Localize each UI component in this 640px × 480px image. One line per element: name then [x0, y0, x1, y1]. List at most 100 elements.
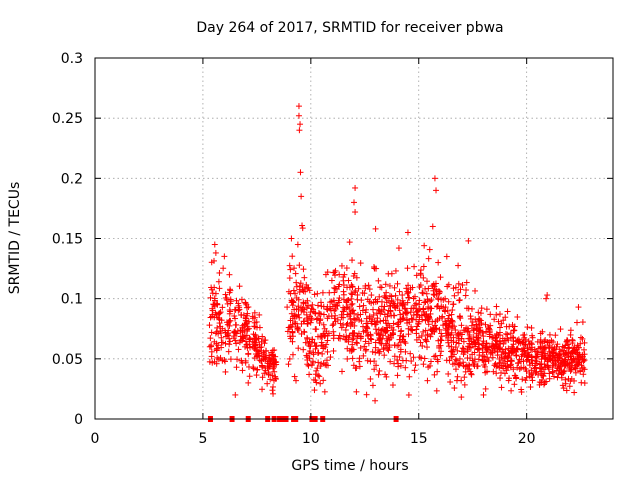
- data-point: [310, 359, 317, 366]
- data-point: [380, 344, 387, 351]
- data-point: [455, 280, 462, 287]
- data-point: [431, 371, 438, 378]
- data-point: [435, 337, 442, 344]
- data-point: [340, 333, 347, 340]
- data-point: [249, 315, 256, 322]
- data-point: [364, 357, 371, 364]
- data-point: [259, 374, 266, 381]
- data-point-notable: [431, 175, 438, 182]
- data-point: [351, 310, 358, 317]
- data-point: [369, 382, 376, 389]
- data-point: [376, 307, 383, 314]
- data-point: [329, 322, 336, 329]
- data-point: [496, 311, 503, 318]
- data-point: [344, 304, 351, 311]
- data-point: [243, 304, 250, 311]
- data-point: [528, 324, 535, 331]
- data-point: [438, 330, 445, 337]
- data-point: [388, 334, 395, 341]
- data-point: [364, 296, 371, 303]
- data-point: [574, 342, 581, 349]
- data-point: [342, 327, 349, 334]
- data-point: [450, 351, 457, 358]
- data-point: [472, 287, 479, 294]
- data-point: [414, 323, 421, 330]
- data-point: [210, 257, 217, 264]
- data-point: [317, 380, 324, 387]
- data-point: [491, 362, 498, 369]
- data-point: [312, 326, 319, 333]
- data-point: [572, 362, 579, 369]
- data-point: [405, 325, 412, 332]
- data-point: [555, 370, 562, 377]
- data-point: [330, 347, 337, 354]
- data-point: [348, 301, 355, 308]
- data-point: [314, 365, 321, 372]
- x-tick-label: 20: [518, 431, 536, 447]
- data-point: [320, 360, 327, 367]
- data-point-notable: [404, 229, 411, 236]
- data-point: [483, 368, 490, 375]
- data-point: [340, 282, 347, 289]
- data-point: [377, 318, 384, 325]
- data-point: [445, 370, 452, 377]
- data-point: [492, 337, 499, 344]
- data-point: [532, 369, 539, 376]
- data-point: [431, 322, 438, 329]
- data-point: [576, 359, 583, 366]
- data-point: [324, 348, 331, 355]
- data-point: [224, 321, 231, 328]
- data-point: [404, 309, 411, 316]
- data-point: [375, 371, 382, 378]
- data-point: [538, 361, 545, 368]
- data-point: [448, 347, 455, 354]
- data-point: [373, 362, 380, 369]
- data-point: [404, 288, 411, 295]
- data-point: [374, 298, 381, 305]
- data-point: [514, 364, 521, 371]
- data-point: [506, 375, 513, 382]
- data-point: [487, 322, 494, 329]
- data-point: [363, 346, 370, 353]
- data-point: [321, 332, 328, 339]
- data-point: [402, 340, 409, 347]
- data-point: [453, 377, 460, 384]
- data-point: [473, 325, 480, 332]
- data-point: [211, 284, 218, 291]
- data-point: [390, 300, 397, 307]
- data-point: [316, 373, 323, 380]
- data-point: [519, 376, 526, 383]
- data-point: [559, 382, 566, 389]
- data-point: [411, 293, 418, 300]
- data-point: [302, 288, 309, 295]
- data-point: [537, 330, 544, 337]
- data-point: [396, 288, 403, 295]
- data-point: [221, 356, 228, 363]
- data-point: [212, 330, 219, 337]
- data-point: [227, 298, 234, 305]
- data-point: [313, 316, 320, 323]
- data-point: [331, 289, 338, 296]
- data-point: [442, 295, 449, 302]
- data-point: [366, 314, 373, 321]
- data-point: [458, 322, 465, 329]
- data-point: [270, 356, 277, 363]
- data-point: [285, 361, 292, 368]
- data-point: [270, 390, 277, 397]
- data-point: [412, 362, 419, 369]
- data-point: [550, 350, 557, 357]
- data-point: [233, 364, 240, 371]
- data-point: [360, 302, 367, 309]
- data-point: [525, 338, 532, 345]
- data-point: [304, 302, 311, 309]
- data-point: [368, 292, 375, 299]
- data-point: [217, 330, 224, 337]
- data-point: [483, 340, 490, 347]
- data-point: [472, 340, 479, 347]
- data-point: [386, 344, 393, 351]
- data-point: [305, 362, 312, 369]
- data-point: [311, 291, 318, 298]
- data-point: [377, 331, 384, 338]
- data-point-notable: [543, 295, 550, 302]
- data-point: [399, 292, 406, 299]
